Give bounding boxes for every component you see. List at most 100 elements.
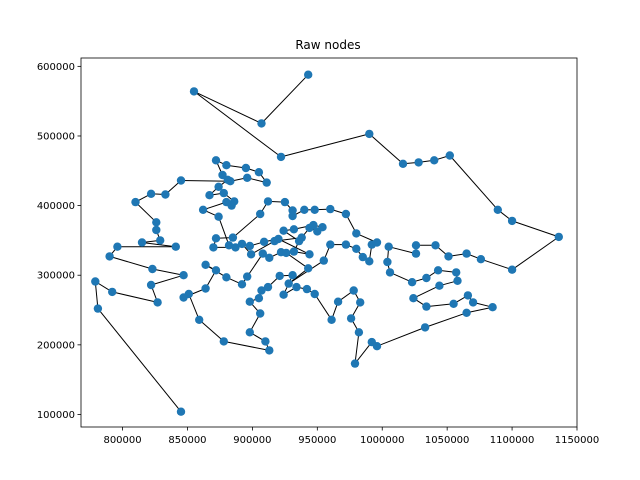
node-point	[195, 315, 204, 324]
node-point	[93, 304, 103, 313]
y-tick-label: 100000	[37, 410, 75, 421]
node-point	[462, 308, 471, 317]
node-point	[262, 178, 271, 187]
x-axis: 800000 850000 900000 950000 1000000 1050000 11…	[103, 427, 599, 446]
route-segment	[246, 253, 264, 277]
node-point	[284, 279, 293, 288]
node-point	[431, 241, 440, 250]
x-tick-label: 1100000	[490, 435, 535, 446]
node-point	[358, 252, 367, 262]
node-point	[420, 323, 430, 332]
node-point	[372, 238, 382, 247]
node-point	[435, 281, 444, 290]
node-point	[91, 277, 100, 286]
node-point	[411, 241, 421, 250]
y-tick-label: 600000	[37, 62, 75, 73]
node-point	[263, 282, 273, 292]
node-point	[201, 284, 210, 293]
node-point	[310, 205, 319, 214]
node-point	[246, 250, 256, 259]
route-segment	[97, 308, 182, 413]
node-point	[463, 291, 473, 300]
route-segment	[218, 216, 230, 246]
node-point	[161, 190, 170, 199]
node-point	[384, 242, 393, 251]
route-segment	[188, 293, 200, 320]
node-point	[209, 243, 218, 252]
node-point	[422, 302, 431, 311]
node-point	[282, 248, 291, 258]
route-segment	[354, 332, 360, 364]
node-point	[333, 297, 343, 306]
node-point	[310, 289, 319, 299]
y-axis: 100000 200000 300000 400000 500000 600000	[37, 62, 81, 421]
node-point	[493, 205, 502, 214]
route-segment	[135, 201, 157, 223]
node-point	[261, 337, 270, 346]
x-tick-label: 1150000	[555, 435, 600, 446]
node-point	[256, 209, 265, 219]
node-point	[367, 337, 376, 347]
node-point	[453, 276, 462, 285]
plot-area	[80, 57, 578, 428]
node-point	[430, 156, 439, 165]
node-point	[148, 264, 157, 274]
node-point	[365, 257, 374, 266]
node-point	[198, 205, 208, 214]
route-segment	[193, 90, 262, 124]
route-segment	[232, 213, 261, 238]
node-point	[292, 282, 301, 292]
node-point	[319, 256, 328, 265]
node-point	[327, 315, 336, 324]
route-segment	[426, 303, 454, 308]
node-point	[146, 280, 156, 290]
node-point	[179, 271, 188, 280]
route-segment	[449, 155, 499, 211]
node-point	[304, 264, 313, 273]
node-point	[219, 337, 228, 346]
route-segment	[466, 306, 493, 314]
node-point	[407, 278, 417, 287]
node-point	[507, 265, 517, 274]
route-segment	[94, 281, 99, 309]
node-point	[383, 257, 392, 267]
node-point	[231, 243, 240, 252]
route-segment	[368, 133, 404, 165]
node-point	[279, 290, 288, 299]
node-point	[237, 239, 247, 249]
node-point	[289, 225, 299, 234]
node-point	[326, 204, 335, 214]
node-point	[468, 298, 478, 307]
node-point	[356, 298, 365, 307]
node-point	[146, 189, 156, 198]
node-point	[176, 176, 186, 185]
node-point	[258, 249, 267, 258]
node-point	[214, 182, 223, 191]
y-tick-label: 200000	[37, 340, 75, 351]
x-tick-label: 1000000	[360, 435, 405, 446]
node-point	[294, 236, 304, 246]
node-point	[131, 197, 140, 207]
node-point	[346, 314, 356, 323]
node-point	[245, 328, 254, 337]
node-point	[279, 226, 288, 235]
node-point	[385, 268, 395, 277]
node-point	[241, 163, 251, 173]
node-point	[411, 249, 421, 258]
node-point	[462, 249, 471, 258]
node-point	[108, 287, 117, 297]
route-segment	[511, 236, 560, 271]
node-point	[257, 286, 266, 295]
route-segment	[511, 220, 559, 238]
x-tick-label: 1050000	[425, 435, 470, 446]
route-segment	[288, 260, 325, 285]
node-point	[152, 225, 161, 235]
node-point	[302, 284, 312, 294]
node-point	[288, 271, 297, 280]
node-point	[105, 252, 114, 261]
node-point	[211, 156, 221, 165]
node-point	[254, 294, 264, 303]
node-point	[288, 206, 297, 215]
node-point	[341, 240, 351, 249]
node-point	[219, 188, 228, 198]
